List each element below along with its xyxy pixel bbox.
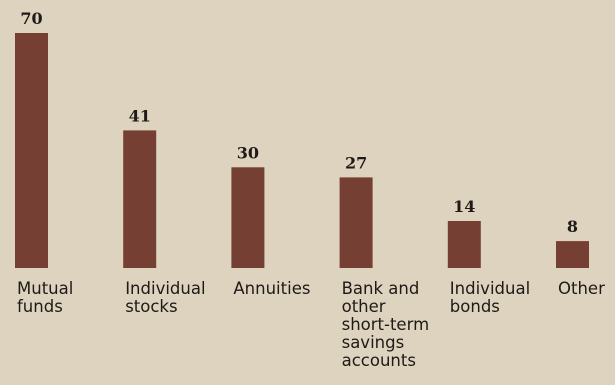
bars-layer xyxy=(15,33,589,268)
bar-value-label: 14 xyxy=(453,197,475,216)
bar xyxy=(447,221,481,268)
category-label-line: short-term xyxy=(342,315,430,334)
category-label: Mutual funds xyxy=(17,279,73,316)
category-label: Other xyxy=(558,279,605,298)
category-label-line: savings xyxy=(342,333,405,352)
category-label-line: funds xyxy=(17,297,63,316)
bar-value-label: 41 xyxy=(129,106,151,125)
bar-value-label: 27 xyxy=(345,153,367,172)
category-label-line: Annuities xyxy=(233,279,310,298)
category-label-line: other xyxy=(342,297,386,316)
bar xyxy=(231,167,265,268)
bar-value-label: 30 xyxy=(237,143,259,162)
category-label-line: accounts xyxy=(342,351,416,370)
category-label-line: Mutual xyxy=(17,279,73,298)
value-labels-layer: 70 41 30 27 14 8 xyxy=(20,9,578,236)
category-label-line: Individual xyxy=(450,279,530,298)
bar-value-label: 70 xyxy=(20,9,42,28)
category-label: Individual stocks xyxy=(125,279,205,316)
bar xyxy=(556,241,589,268)
bar xyxy=(339,177,373,268)
category-label: Annuities xyxy=(233,279,310,298)
bar xyxy=(123,130,157,268)
bar xyxy=(15,33,48,268)
category-label-line: stocks xyxy=(125,297,177,316)
category-label: Individual bonds xyxy=(450,279,530,316)
category-label-line: Bank and xyxy=(342,279,420,298)
category-label-line: Other xyxy=(558,279,605,298)
category-label-line: Individual xyxy=(125,279,205,298)
category-label-line: bonds xyxy=(450,297,500,316)
category-label: Bank and other short-term savings accounts xyxy=(342,279,430,370)
bar-value-label: 8 xyxy=(567,217,578,236)
